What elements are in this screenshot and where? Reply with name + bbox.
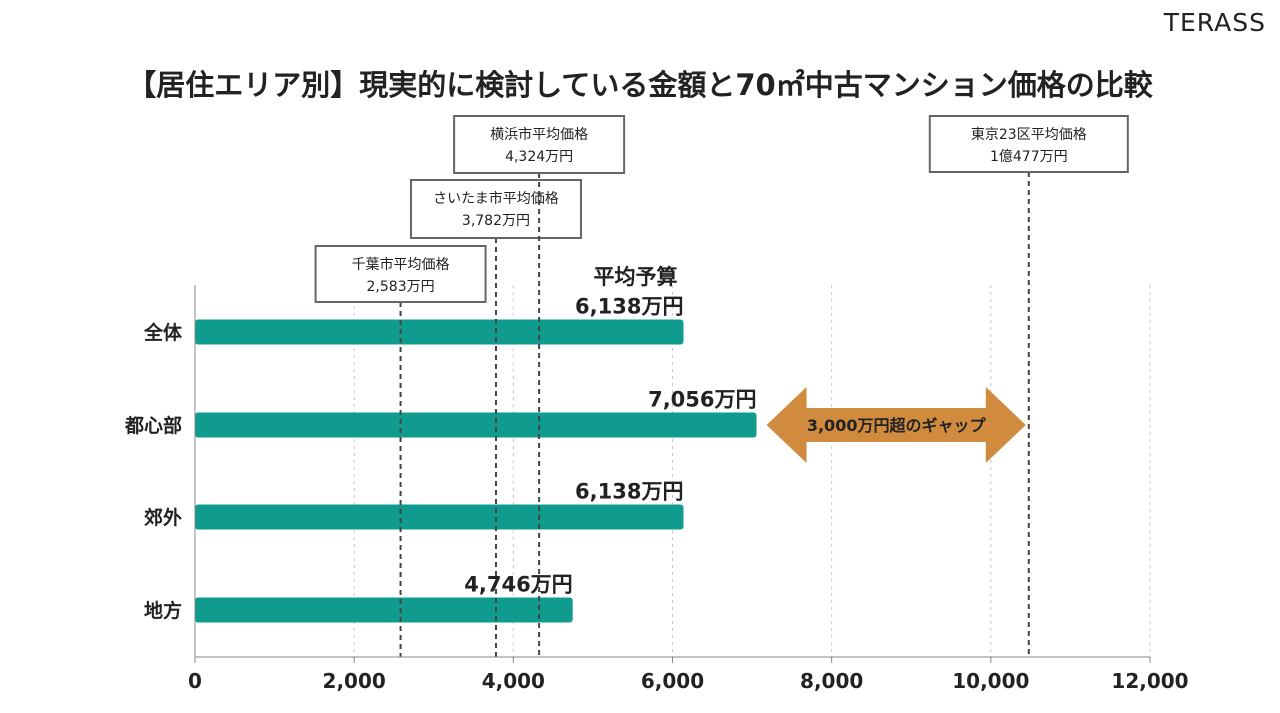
value-label: 7,056万円 (648, 388, 756, 412)
x-tick-label: 4,000 (482, 669, 545, 693)
reference-label-box (314, 245, 487, 303)
value-label: 6,138万円 (575, 480, 683, 504)
reference-line-value: 1億477万円 (990, 149, 1068, 165)
bar (195, 504, 684, 530)
chart-title: 【居住エリア別】現実的に検討している金額と70㎡中古マンション価格の比較 (127, 68, 1153, 102)
value-label: 6,138万円 (575, 295, 683, 319)
reference-line-name: 千葉市平均価格 (352, 256, 450, 273)
bar (195, 412, 757, 438)
reference-label-box (453, 115, 626, 174)
reference-line-value: 4,324万円 (505, 149, 573, 165)
bar (195, 597, 573, 623)
reference-line-name: 東京23区平均価格 (971, 127, 1087, 143)
reference-line-value: 2,583万円 (367, 279, 435, 295)
bar (195, 319, 684, 345)
terass-logo: TERASS (1163, 8, 1266, 37)
bar-layer (195, 319, 757, 623)
label-layer: 全体6,138万円都心部7,056万円郊外6,138万円地方4,746万円平均予… (124, 265, 1026, 622)
reference-label-box (928, 115, 1129, 173)
category-label: 都心部 (124, 414, 182, 437)
x-tick-label: 6,000 (641, 669, 704, 693)
gap-annotation-text: 3,000万円超のギャップ (807, 416, 987, 435)
grid-layer (353, 285, 1151, 657)
category-label: 全体 (143, 321, 183, 344)
x-tick-label: 2,000 (323, 669, 386, 693)
x-tick-label: 0 (188, 669, 202, 693)
average-budget-heading: 平均予算 (593, 265, 677, 289)
reference-line-name: さいたま市平均価格 (433, 190, 559, 207)
category-label: 地方 (144, 599, 182, 622)
gap-arrow (766, 387, 1026, 463)
category-label: 郊外 (144, 506, 182, 529)
reference-line-layer: 千葉市平均価格 2,583万円 さいたま市平均価格 3,782万円 横浜市平均価格 4,3… (314, 115, 1129, 657)
x-tick-label: 10,000 (952, 669, 1029, 693)
reference-label-box (409, 179, 582, 239)
value-label: 4,746万円 (464, 573, 572, 597)
reference-line-name: 横浜市平均価格 (490, 126, 588, 143)
reference-line-value: 3,782万円 (462, 213, 530, 229)
x-tick-label: 12,000 (1111, 669, 1188, 693)
x-tick-label: 8,000 (800, 669, 863, 693)
axis-layer: 0 2,000 4,000 6,000 8,000 10,000 12,000 (188, 285, 1189, 693)
